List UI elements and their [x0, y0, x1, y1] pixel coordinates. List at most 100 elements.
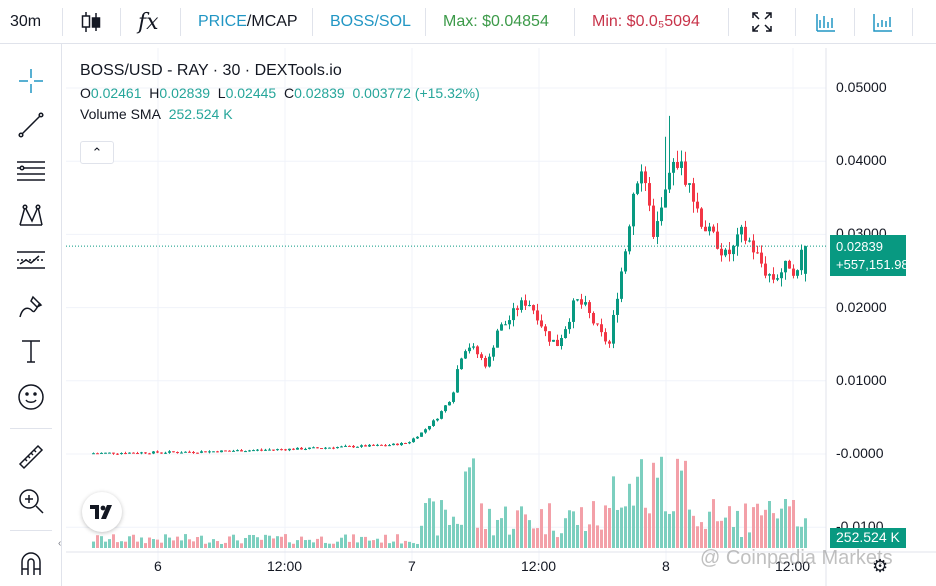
toolbar-divider [10, 530, 52, 531]
candle-body [232, 450, 235, 452]
change-value: 0.003772 (+15.32%) [352, 85, 480, 101]
pair-toggle-button[interactable]: BOSS/SOL [330, 0, 411, 44]
emoji-tool[interactable] [12, 378, 50, 416]
candle-body [112, 452, 115, 454]
candle-body [500, 324, 503, 331]
volume-bar [560, 533, 563, 548]
candle-body [804, 246, 807, 274]
price-chart[interactable] [66, 48, 936, 586]
candle-body [404, 442, 407, 444]
low-key: L [217, 85, 226, 101]
volume-bar [688, 509, 691, 548]
volume-bar [512, 528, 515, 548]
volume-bar [196, 537, 199, 548]
candle-body [608, 341, 611, 344]
fx-icon: f𝑥 [138, 9, 159, 35]
trades-chart-button[interactable] [872, 0, 894, 44]
magnet-tool[interactable] [12, 544, 50, 582]
volume-badge: 252.524 K [830, 528, 906, 548]
volume-bar [768, 501, 771, 548]
candle-body [712, 226, 715, 232]
volume-chart-button[interactable] [815, 0, 837, 44]
volume-bar [92, 541, 95, 548]
volume-bar [772, 513, 775, 548]
chart-legend: BOSS/USD - RAY · 30 · DEXTools.io O0.024… [80, 62, 480, 122]
volume-bar [232, 534, 235, 548]
candle-body [760, 252, 763, 264]
prediction-tool[interactable] [12, 241, 50, 279]
volume-bar [500, 518, 503, 548]
candle-body [208, 451, 211, 453]
volume-bar [464, 471, 467, 548]
mcap-option[interactable]: MCAP [251, 13, 298, 30]
bar-chart-icon [816, 14, 835, 32]
candle-body [104, 452, 107, 454]
candle-body [748, 240, 751, 242]
min-price: Min: $0.0₅5094 [592, 0, 700, 44]
text-tool[interactable] [12, 332, 50, 370]
volume-bar [412, 543, 415, 548]
crosshair-tool[interactable] [12, 62, 50, 100]
trend-line-tool[interactable] [12, 106, 50, 144]
candle-body [328, 447, 331, 449]
volume-bar [356, 542, 359, 548]
volume-bar [612, 476, 615, 548]
volume-bar [740, 537, 743, 548]
candle-body [248, 450, 251, 452]
indicators-button[interactable]: f𝑥 [138, 0, 159, 44]
candle-body [144, 452, 147, 454]
legend-collapse-button[interactable]: ⌃ [80, 141, 114, 164]
candle-body [444, 405, 447, 412]
brush-tool[interactable] [12, 288, 50, 326]
zoom-tool[interactable] [12, 482, 50, 520]
pattern-tool[interactable] [12, 196, 50, 234]
candle-body [648, 183, 651, 206]
price-option[interactable]: PRICE [198, 13, 247, 30]
candle-body [640, 171, 643, 184]
collapse-toolbar-icon[interactable]: ‹ [58, 538, 62, 549]
volume-bar [608, 507, 611, 548]
candle-body [596, 323, 599, 325]
tradingview-logo[interactable] [82, 492, 122, 532]
candle-body [764, 263, 767, 276]
candle-body [320, 448, 323, 450]
volume-badge-value: 252.524 K [836, 529, 900, 545]
volume-bar [788, 506, 791, 548]
volume-bar [216, 541, 219, 548]
candle-type-button[interactable] [80, 0, 102, 44]
volume-bar [368, 540, 371, 548]
volume-bar [148, 537, 151, 548]
volume-bar [708, 511, 711, 548]
candle-body [728, 249, 731, 255]
candle-body [440, 411, 443, 419]
candle-body [156, 451, 159, 453]
interval-button[interactable]: 30m [10, 0, 41, 44]
candle-body [368, 444, 371, 447]
candle-body [416, 436, 419, 439]
volume-bar [100, 536, 103, 548]
candle-body [400, 442, 403, 446]
fullscreen-button[interactable] [750, 0, 774, 44]
measure-tool[interactable] [12, 438, 50, 476]
fib-tool[interactable] [12, 152, 50, 190]
candle-body [468, 347, 471, 352]
candle-body [572, 300, 575, 322]
candle-body [372, 444, 375, 446]
volume-bar [568, 510, 571, 548]
price-mcap-toggle[interactable]: PRICE / MCAP [198, 0, 298, 44]
volume-bar [316, 538, 319, 548]
volume-bar [716, 521, 719, 548]
candle-body [340, 446, 343, 448]
candle-body [196, 452, 199, 454]
volume-bar [408, 541, 411, 548]
candle-body [756, 252, 759, 254]
volume-bar [352, 534, 355, 548]
volume-bar [532, 528, 535, 548]
chart-settings-icon[interactable]: ⚙ [872, 556, 889, 576]
candle-body [460, 358, 463, 370]
text-icon [22, 340, 40, 363]
candle-body [584, 302, 587, 305]
volume-bar [460, 524, 463, 548]
volume-bar [336, 541, 339, 548]
max-price-text: Max: $0.04854 [443, 13, 549, 30]
